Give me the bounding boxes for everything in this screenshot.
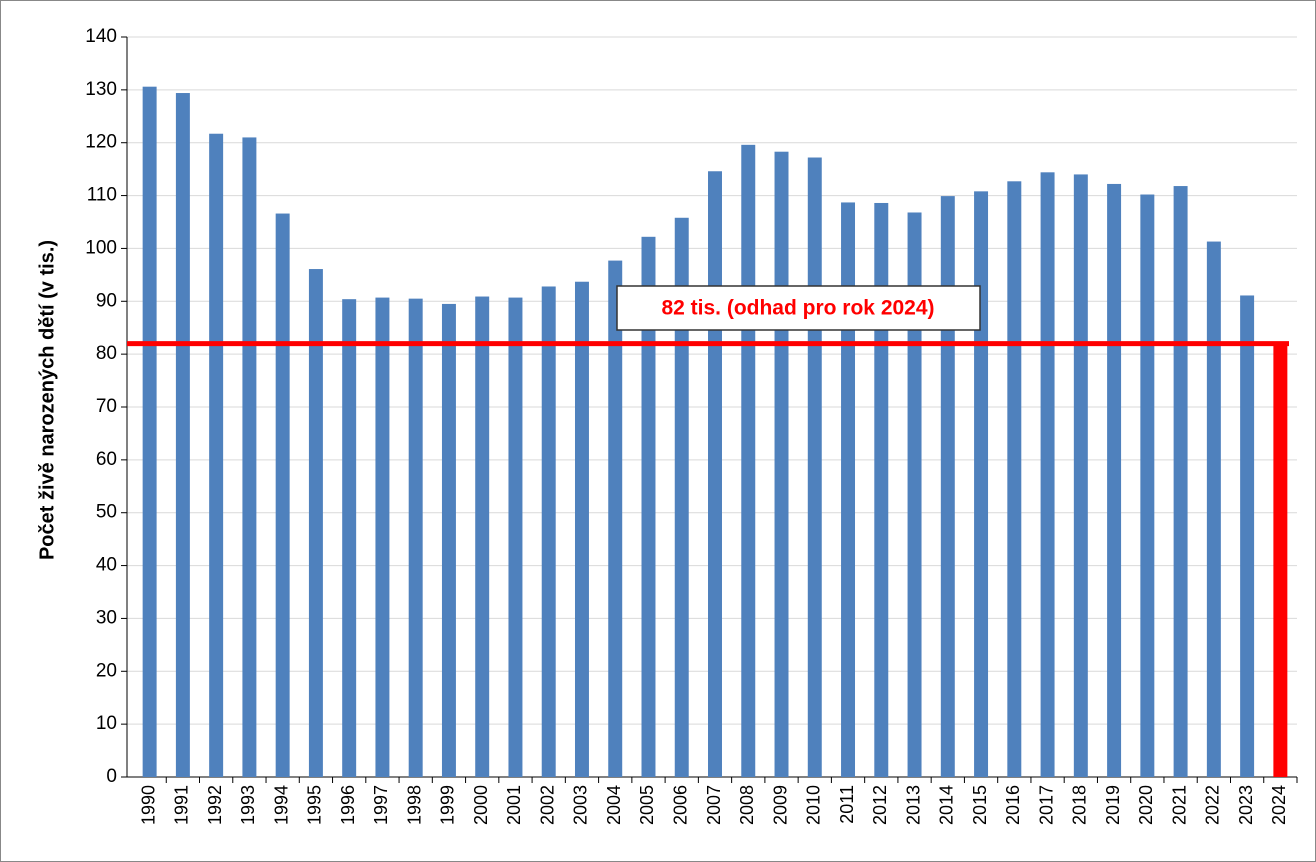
- bar: [242, 137, 257, 777]
- y-tick-label: 40: [96, 555, 117, 576]
- annotation: 82 tis. (odhad pro rok 2024): [661, 297, 934, 320]
- bar: [475, 296, 490, 777]
- x-tick-label: 1990: [138, 785, 158, 825]
- x-tick-label: 1991: [172, 785, 192, 825]
- x-tick-label: 2019: [1103, 785, 1123, 825]
- bar: [807, 157, 822, 777]
- y-axis-label: Počet živě narozených dětí (v tis.): [36, 240, 58, 560]
- x-tick-label: 2024: [1269, 785, 1289, 825]
- bar: [674, 217, 689, 777]
- x-tick-label: 1999: [438, 785, 458, 825]
- x-tick-label: 2013: [903, 785, 923, 825]
- y-tick-label: 0: [106, 766, 117, 787]
- bar: [708, 171, 722, 777]
- y-tick-label: 90: [96, 290, 117, 311]
- bar: [1206, 241, 1221, 778]
- bar: [608, 260, 623, 778]
- bar: [774, 151, 789, 777]
- bar: [342, 299, 357, 777]
- x-tick-label: 2002: [537, 785, 557, 825]
- x-tick-label: 2008: [737, 785, 757, 825]
- x-tick-label: 1993: [238, 785, 258, 825]
- y-tick-label: 110: [87, 185, 117, 206]
- x-tick-label: 2000: [471, 785, 491, 825]
- bar: [907, 212, 922, 777]
- x-tick-label: 2016: [1003, 785, 1023, 825]
- bar: [1140, 194, 1155, 777]
- x-tick-label: 2001: [504, 785, 524, 825]
- x-tick-label: 2003: [571, 785, 591, 825]
- bar: [574, 281, 589, 777]
- y-tick-label: 70: [96, 396, 117, 417]
- bar: [974, 191, 989, 778]
- x-tick-label: 2021: [1169, 785, 1189, 825]
- x-tick-label: 2006: [670, 785, 690, 825]
- y-tick-label: 120: [85, 132, 117, 153]
- x-tick-label: 1994: [271, 785, 291, 825]
- x-tick-label: 2023: [1236, 785, 1256, 825]
- bar: [275, 213, 290, 778]
- x-tick-label: 2009: [770, 785, 790, 825]
- y-tick-label: 140: [85, 26, 117, 47]
- x-tick-label: 2011: [837, 785, 857, 824]
- x-tick-label: 2022: [1203, 785, 1223, 825]
- x-tick-label: 2007: [704, 785, 724, 825]
- bar: [841, 202, 856, 777]
- x-tick-label: 2018: [1070, 785, 1090, 825]
- bar: [441, 303, 456, 777]
- bar: [541, 286, 556, 777]
- x-tick-label: 2015: [970, 785, 990, 825]
- y-tick-label: 50: [96, 502, 117, 523]
- y-tick-label: 30: [96, 607, 117, 628]
- annotation-box: [616, 285, 981, 331]
- x-tick-label: 2012: [870, 785, 890, 825]
- bar: [308, 269, 323, 777]
- y-tick-label: 10: [96, 713, 117, 734]
- estimate-bar: [1273, 343, 1288, 777]
- x-tick-label: 2017: [1036, 785, 1056, 825]
- x-tick-label: 1996: [338, 785, 358, 825]
- bar: [1107, 183, 1122, 777]
- x-tick-label: 1997: [371, 785, 391, 825]
- y-tick-label: 80: [96, 343, 117, 364]
- x-tick-label: 1998: [404, 785, 424, 825]
- x-tick-label: 2010: [804, 785, 824, 825]
- y-tick-label: 130: [85, 79, 117, 100]
- bar: [209, 133, 224, 777]
- y-tick-label: 20: [96, 660, 117, 681]
- bar: [741, 144, 756, 778]
- bar: [940, 196, 955, 778]
- x-tick-label: 2005: [637, 785, 657, 825]
- bar: [641, 236, 656, 778]
- bar: [1240, 295, 1255, 777]
- bar: [874, 202, 889, 777]
- bar: [375, 297, 390, 777]
- y-tick-label: 60: [96, 449, 117, 470]
- x-tick-label: 1992: [205, 785, 225, 825]
- x-tick-label: 2004: [604, 785, 624, 825]
- bar: [1173, 186, 1188, 778]
- bar: [1073, 174, 1088, 777]
- bar: [508, 297, 523, 777]
- x-tick-label: 2020: [1136, 785, 1156, 825]
- x-tick-label: 2014: [937, 785, 957, 825]
- bar: [1040, 172, 1055, 778]
- bar: [175, 93, 190, 778]
- bar: [408, 298, 423, 777]
- x-tick-label: 1995: [305, 785, 325, 825]
- bar: [1007, 181, 1022, 778]
- y-tick-label: 100: [85, 237, 117, 258]
- bar: [142, 86, 157, 777]
